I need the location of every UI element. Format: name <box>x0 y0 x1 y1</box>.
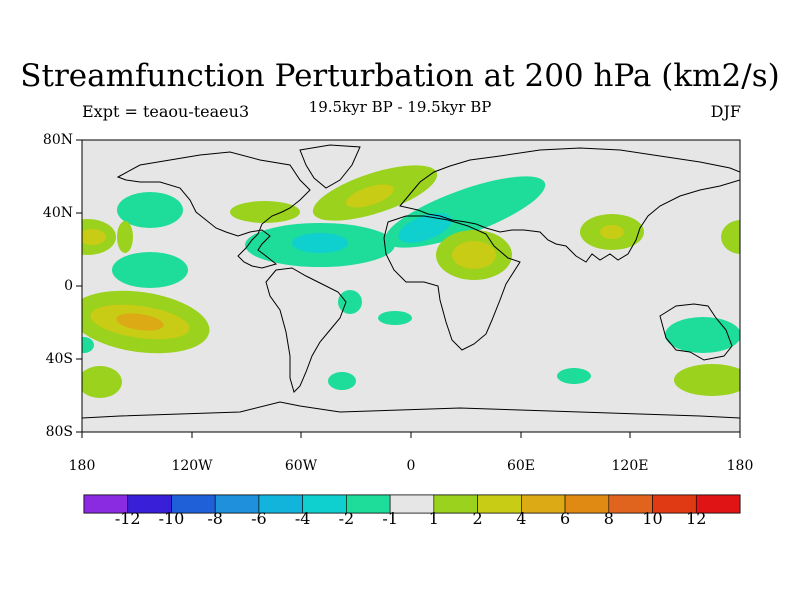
anomaly-negative <box>338 290 362 314</box>
colorbar-label: -6 <box>251 509 267 528</box>
colorbar-label: 8 <box>603 509 614 528</box>
lon-label-120w: 120W <box>171 458 213 474</box>
colorbar-boxes <box>83 494 741 514</box>
colorbar-label: 2 <box>472 509 483 528</box>
map-subtitle: 19.5kyr BP - 19.5kyr BP <box>308 98 492 116</box>
coastline-north-america <box>116 151 311 269</box>
anomaly-negative <box>378 311 412 325</box>
anomaly-negative-core <box>292 233 348 253</box>
anomaly-negative <box>328 372 356 390</box>
lat-label-80n: 80N <box>42 132 73 148</box>
anomaly-positive <box>721 220 740 254</box>
lon-label-120e: 120E <box>611 458 649 474</box>
anomaly-negative <box>557 368 591 384</box>
anomaly-negative <box>665 317 740 353</box>
colorbar-label: 1 <box>428 509 439 528</box>
anomaly-positive <box>674 364 740 396</box>
coastline-africa <box>383 215 521 351</box>
coastlines <box>82 144 740 419</box>
colorbar-label: -8 <box>207 509 223 528</box>
axis-ticks <box>76 139 741 438</box>
colorbar-label: 4 <box>516 509 527 528</box>
coastline-eurasia <box>399 147 740 263</box>
anomaly-positive <box>230 201 300 223</box>
lat-label-0: 0 <box>64 278 73 294</box>
coastline-antarctica <box>82 401 740 419</box>
coastline-south-america <box>265 267 347 393</box>
contour-fields <box>82 144 740 419</box>
colorbar-label: 10 <box>642 509 663 528</box>
anomaly-negative <box>117 192 183 228</box>
colorbar-label: -1 <box>382 509 398 528</box>
season-label: DJF <box>710 102 741 121</box>
lat-label-40s: 40S <box>45 351 73 367</box>
colorbar-label: 6 <box>559 509 571 528</box>
anomaly-negative <box>112 252 188 288</box>
lon-label-180w: 180 <box>68 458 96 474</box>
lon-label-180e: 180 <box>726 458 754 474</box>
anomaly-positive-core <box>600 225 624 239</box>
lon-label-0: 0 <box>406 458 416 474</box>
map-title: Streamfunction Perturbation at 200 hPa (… <box>20 58 780 94</box>
colorbar-label: -2 <box>338 509 355 528</box>
anomaly-negative-core <box>398 213 452 243</box>
lon-label-60e: 60E <box>506 458 536 474</box>
coastline-australia <box>659 303 733 361</box>
coastline-greenland <box>299 144 361 189</box>
colorbar-label: 12 <box>686 509 707 528</box>
colorbar-label: -12 <box>114 509 141 528</box>
anomaly-positive <box>82 366 122 398</box>
lat-label-40n: 40N <box>42 205 73 221</box>
colorbar-label: -4 <box>294 509 311 528</box>
anomaly-positive-core <box>346 184 394 208</box>
anomaly-negative <box>82 337 94 353</box>
lon-label-60w: 60W <box>284 458 318 474</box>
experiment-label: Expt = teaou-teaeu3 <box>82 102 250 121</box>
colorbar-label: -10 <box>158 509 185 528</box>
anomaly-positive-core <box>82 229 106 245</box>
anomaly-positive-core <box>116 313 164 331</box>
colorbar-box-14 <box>695 494 741 514</box>
anomaly-positive <box>117 221 133 253</box>
anomaly-positive-core <box>452 241 496 269</box>
lat-label-80s: 80S <box>45 424 73 440</box>
